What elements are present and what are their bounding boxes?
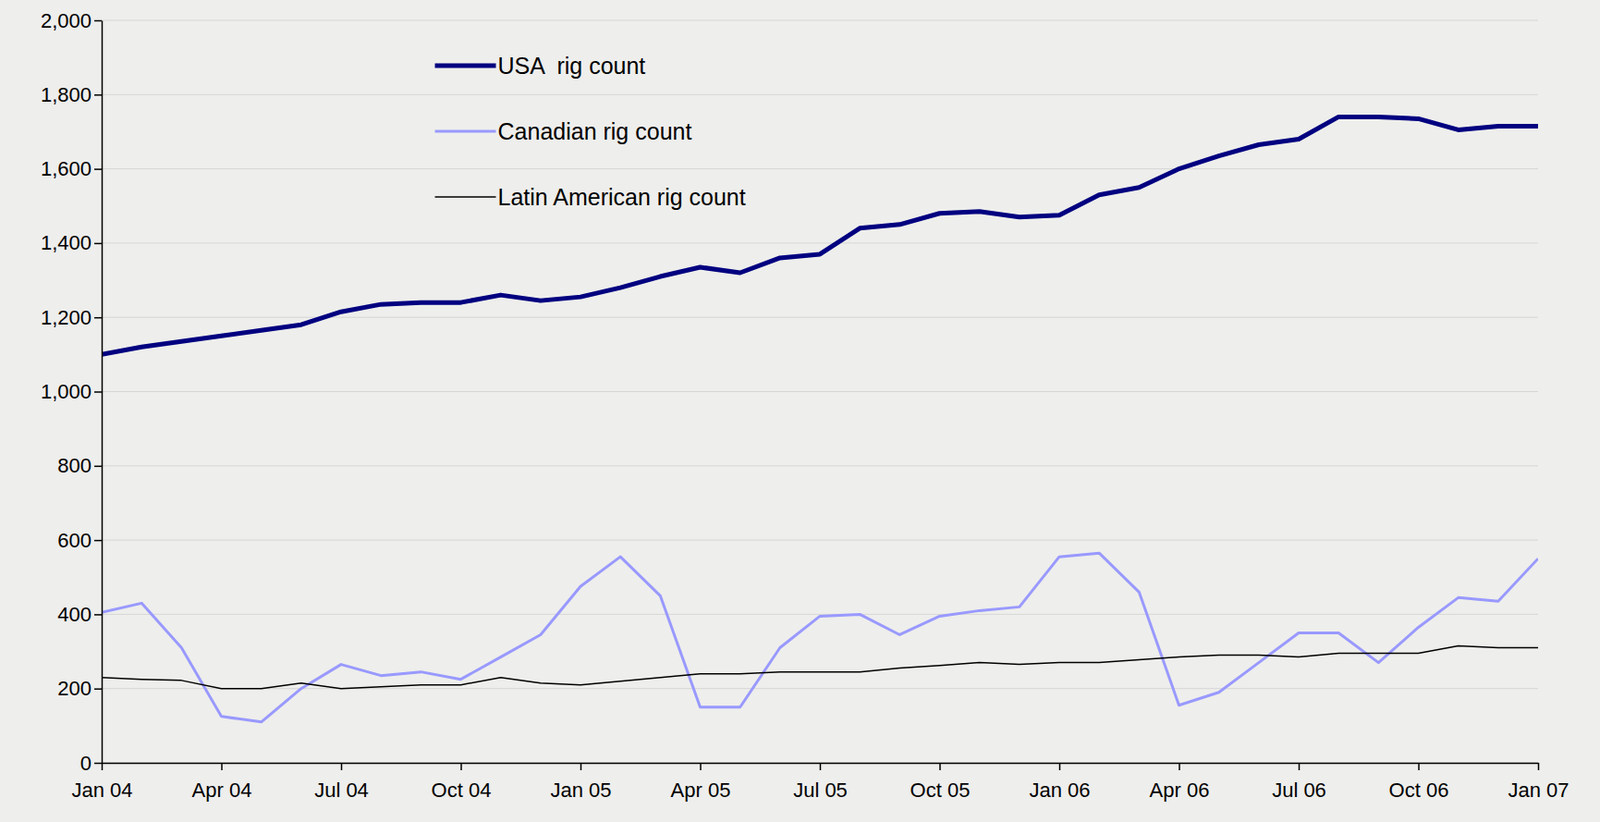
x-tick-label: Jan 07 [1507, 778, 1569, 802]
x-tick-mark [819, 762, 822, 770]
x-tick: Oct 06 [1389, 762, 1450, 802]
x-tick: Jul 04 [314, 762, 369, 802]
x-tick-label: Apr 04 [192, 778, 253, 802]
y-tick-mark [94, 613, 102, 616]
x-tick-mark [1178, 762, 1181, 770]
grid-line [101, 20, 1539, 22]
x-tick-mark [101, 762, 104, 770]
grid-line [101, 539, 1539, 541]
y-tick-label: 400 [57, 602, 92, 626]
x-tick: Oct 04 [431, 762, 492, 802]
y-tick-label: 0 [80, 751, 92, 775]
x-tick-label: Oct 06 [1389, 778, 1450, 802]
x-tick-label: Apr 06 [1149, 778, 1210, 802]
grid [101, 20, 1539, 763]
legend-swatch [435, 130, 497, 134]
series-line [101, 552, 1539, 722]
legend-label: USA rig count [498, 52, 647, 79]
x-tick-label: Jul 05 [793, 778, 848, 802]
series-line [101, 116, 1539, 355]
x-tick-mark [341, 762, 343, 770]
grid-line [101, 242, 1539, 244]
x-tick-label: Oct 04 [431, 778, 492, 802]
x-tick-label: Jan 06 [1028, 778, 1090, 802]
y-tick: 200 [57, 676, 102, 700]
legend-label: Latin American rig count [498, 183, 746, 210]
x-tick-label: Apr 05 [671, 778, 732, 802]
plot-area [101, 116, 1539, 721]
y-tick-mark [94, 168, 102, 171]
y-tick-label: 1,600 [40, 157, 92, 181]
y-tick-mark [94, 94, 102, 97]
y-tick: 1,800 [40, 83, 102, 107]
x-tick: Jan 06 [1028, 762, 1090, 802]
grid-line [101, 464, 1539, 466]
x-tick-mark [1417, 762, 1420, 770]
y-tick-mark [94, 762, 102, 765]
x-tick-mark [220, 762, 223, 770]
chart: 0 200 400 600 800 1,000 1,200 1,400 1,600 1,800 2,… [0, 0, 1600, 822]
legend-swatch [435, 195, 497, 198]
y-tick-mark [94, 243, 102, 245]
y-tick: 800 [57, 453, 102, 477]
y-tick-label: 1,400 [40, 231, 92, 255]
grid-line [101, 687, 1539, 689]
y-tick-label: 2,000 [40, 9, 92, 33]
x-tick: Oct 05 [910, 762, 971, 802]
x-tick: Apr 06 [1149, 762, 1210, 802]
x-tick-label: Jan 04 [71, 778, 133, 802]
y-axis: 0 200 400 600 800 1,000 1,200 1,400 1,600 1,800 2,… [40, 9, 103, 775]
y-tick: 1,200 [40, 305, 102, 330]
x-tick-label: Oct 05 [910, 778, 971, 802]
x-axis: Jan 04 Apr 04 Jul 04 Oct 04 Jan 05 Apr 05 Jul … [71, 762, 1569, 802]
y-tick-label: 1,800 [40, 83, 92, 107]
y-tick: 1,400 [40, 231, 102, 255]
y-tick: 0 [80, 751, 102, 775]
x-tick-mark [580, 762, 583, 770]
y-tick-label: 600 [57, 528, 92, 552]
x-tick: Jul 06 [1271, 762, 1327, 802]
x-tick: Apr 05 [671, 762, 732, 802]
y-tick-label: 800 [57, 453, 92, 477]
y-tick-label: 1,200 [40, 305, 92, 330]
grid-line [101, 168, 1539, 170]
y-tick-label: 1,000 [40, 379, 92, 404]
x-tick-label: Jan 05 [549, 778, 611, 802]
y-tick: 2,000 [40, 9, 102, 33]
x-tick: Jul 05 [793, 762, 848, 802]
x-tick-label: Jul 06 [1271, 778, 1327, 802]
x-tick-mark [1538, 762, 1540, 770]
y-tick-mark [94, 20, 102, 23]
y-tick-label: 200 [57, 676, 92, 700]
legend-label: Canadian rig count [498, 118, 693, 145]
y-tick-mark [94, 465, 102, 468]
background [0, 0, 1600, 822]
grid-line [101, 94, 1539, 96]
grid-line [101, 390, 1539, 392]
series-line [101, 646, 1539, 689]
x-tick: Jan 04 [71, 762, 133, 802]
x-tick-mark [1059, 762, 1062, 770]
legend: USA rig count Canadian rig count Latin Ame… [435, 52, 746, 210]
x-tick: Apr 04 [192, 762, 253, 802]
grid-line [101, 613, 1539, 615]
x-tick-mark [460, 762, 463, 770]
x-tick-label: Jul 04 [314, 778, 369, 802]
y-tick-mark [94, 687, 102, 690]
y-tick-mark [94, 539, 102, 542]
y-tick-mark [94, 390, 102, 393]
legend-swatch [435, 63, 497, 69]
x-tick: Jan 05 [549, 762, 611, 802]
x-tick: Jan 07 [1507, 762, 1569, 802]
y-tick: 1,000 [40, 379, 102, 404]
x-tick-mark [939, 762, 941, 770]
x-tick-mark [1298, 762, 1301, 770]
y-tick: 400 [57, 602, 102, 626]
y-tick: 600 [57, 528, 102, 552]
y-tick: 1,600 [40, 157, 102, 181]
x-tick-mark [699, 762, 702, 770]
y-tick-mark [94, 317, 102, 319]
